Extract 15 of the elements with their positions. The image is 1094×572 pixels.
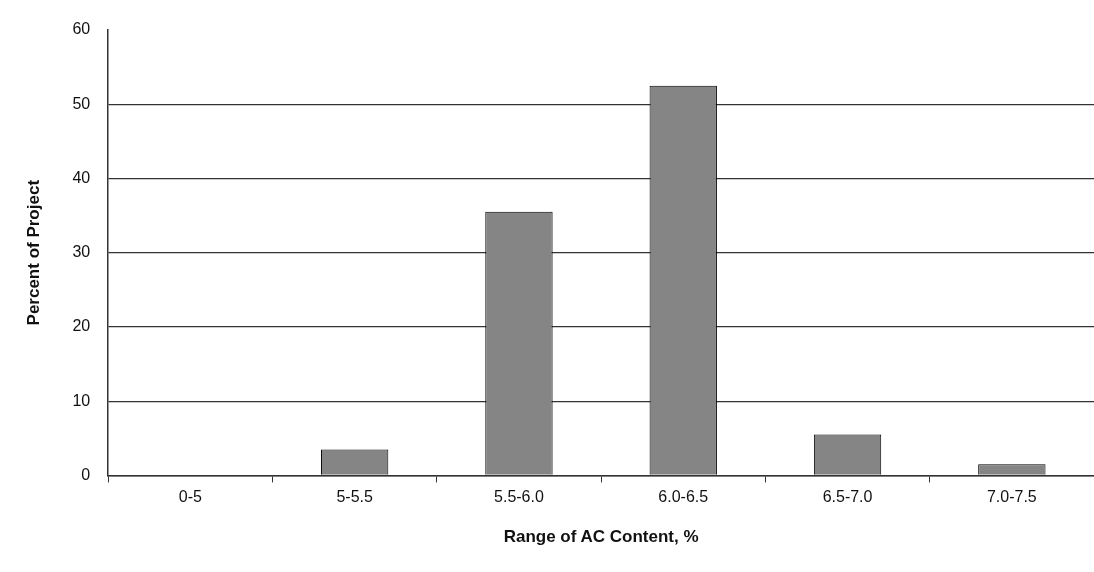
x-axis-title: Range of AC Content, % xyxy=(503,527,699,547)
y-tick-label: 50 xyxy=(72,94,91,112)
x-tick-label: 7.0-7.5 xyxy=(986,488,1037,506)
x-tick-label: 6.0-6.5 xyxy=(658,488,709,506)
x-tick-label: 5-5.5 xyxy=(336,488,373,506)
y-tick-label: 40 xyxy=(72,168,91,186)
y-tick-label: 10 xyxy=(72,391,91,409)
y-axis-title: Percent of Project xyxy=(23,179,43,326)
x-tick-label: 0-5 xyxy=(178,488,203,506)
y-tick-label: 30 xyxy=(72,243,91,261)
y-tick-label: 20 xyxy=(72,317,91,335)
x-tick-label: 6.5-7.0 xyxy=(822,488,873,506)
x-tick-label: 5.5-6.0 xyxy=(494,488,544,506)
y-tick-label: 0 xyxy=(81,465,91,483)
y-tick-label: 60 xyxy=(72,20,91,38)
